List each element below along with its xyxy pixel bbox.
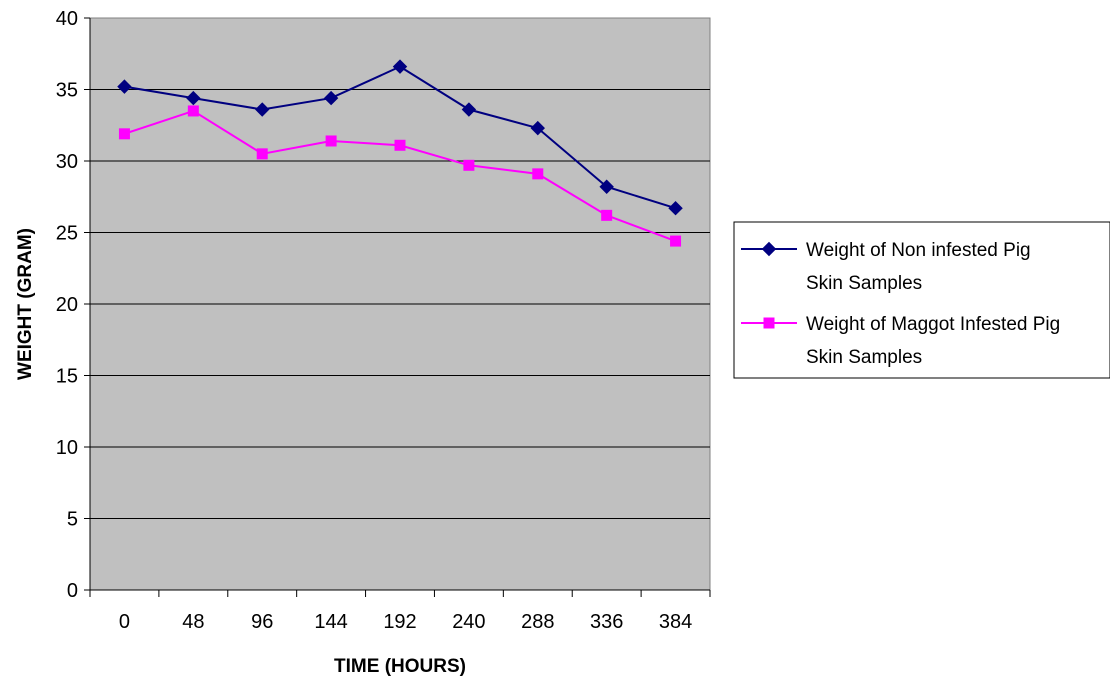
data-point <box>532 168 544 180</box>
series-layer <box>117 59 683 247</box>
x-tick-label: 48 <box>182 611 204 633</box>
y-axis: 0 5 10 15 20 25 30 35 40 <box>56 8 91 602</box>
y-tick-label: 35 <box>56 80 78 102</box>
x-tick-label: 336 <box>590 611 623 633</box>
x-tick-label: 144 <box>314 611 347 633</box>
y-tick-label: 0 <box>67 580 78 602</box>
data-point <box>599 179 614 194</box>
y-tick-label: 15 <box>56 366 78 388</box>
data-point <box>668 200 683 216</box>
series-2 <box>118 105 682 247</box>
data-point <box>325 135 337 147</box>
y-axis-title: WEIGHT (GRAM) <box>15 228 36 380</box>
data-point <box>463 159 475 171</box>
y-tick-label: 25 <box>56 223 78 245</box>
x-axis: 0 48 96 144 192 240 288 336 384 <box>89 589 711 633</box>
x-tick-label: 192 <box>383 611 416 633</box>
data-point <box>670 235 682 247</box>
legend-label: Weight of Maggot Infested Pig <box>806 314 1060 335</box>
gridlines <box>90 89 710 519</box>
legend-label: Skin Samples <box>806 273 922 294</box>
data-point <box>186 90 201 106</box>
y-tick-label: 10 <box>56 437 78 459</box>
data-point <box>601 209 613 221</box>
x-tick-label: 288 <box>521 611 554 633</box>
data-point <box>118 128 130 140</box>
y-tick-label: 40 <box>56 8 78 30</box>
data-point <box>256 148 268 160</box>
legend-marker <box>761 241 777 257</box>
data-point <box>187 105 199 117</box>
legend-label: Weight of Non infested Pig <box>806 240 1031 261</box>
data-point <box>392 59 408 74</box>
x-tick-label: 384 <box>659 611 692 633</box>
data-point <box>323 90 339 106</box>
x-axis-title: TIME (HOURS) <box>334 656 466 677</box>
legend-marker <box>763 317 775 329</box>
data-point <box>117 79 132 94</box>
legend-entry-2: Weight of Maggot Infested Pig Skin Sample… <box>741 314 1060 368</box>
legend-entry-1: Weight of Non infested Pig Skin Samples <box>741 240 1031 294</box>
data-point <box>394 139 406 151</box>
data-point <box>530 120 545 136</box>
x-tick-label: 96 <box>251 611 273 633</box>
data-point <box>461 102 477 117</box>
x-tick-label: 0 <box>119 611 130 633</box>
x-tick-label: 240 <box>452 611 485 633</box>
y-tick-label: 30 <box>56 151 78 173</box>
series-1 <box>117 59 683 216</box>
legend-label: Skin Samples <box>806 347 922 368</box>
data-point <box>255 102 270 117</box>
y-tick-label: 20 <box>56 294 78 316</box>
y-tick-label: 5 <box>67 509 78 531</box>
